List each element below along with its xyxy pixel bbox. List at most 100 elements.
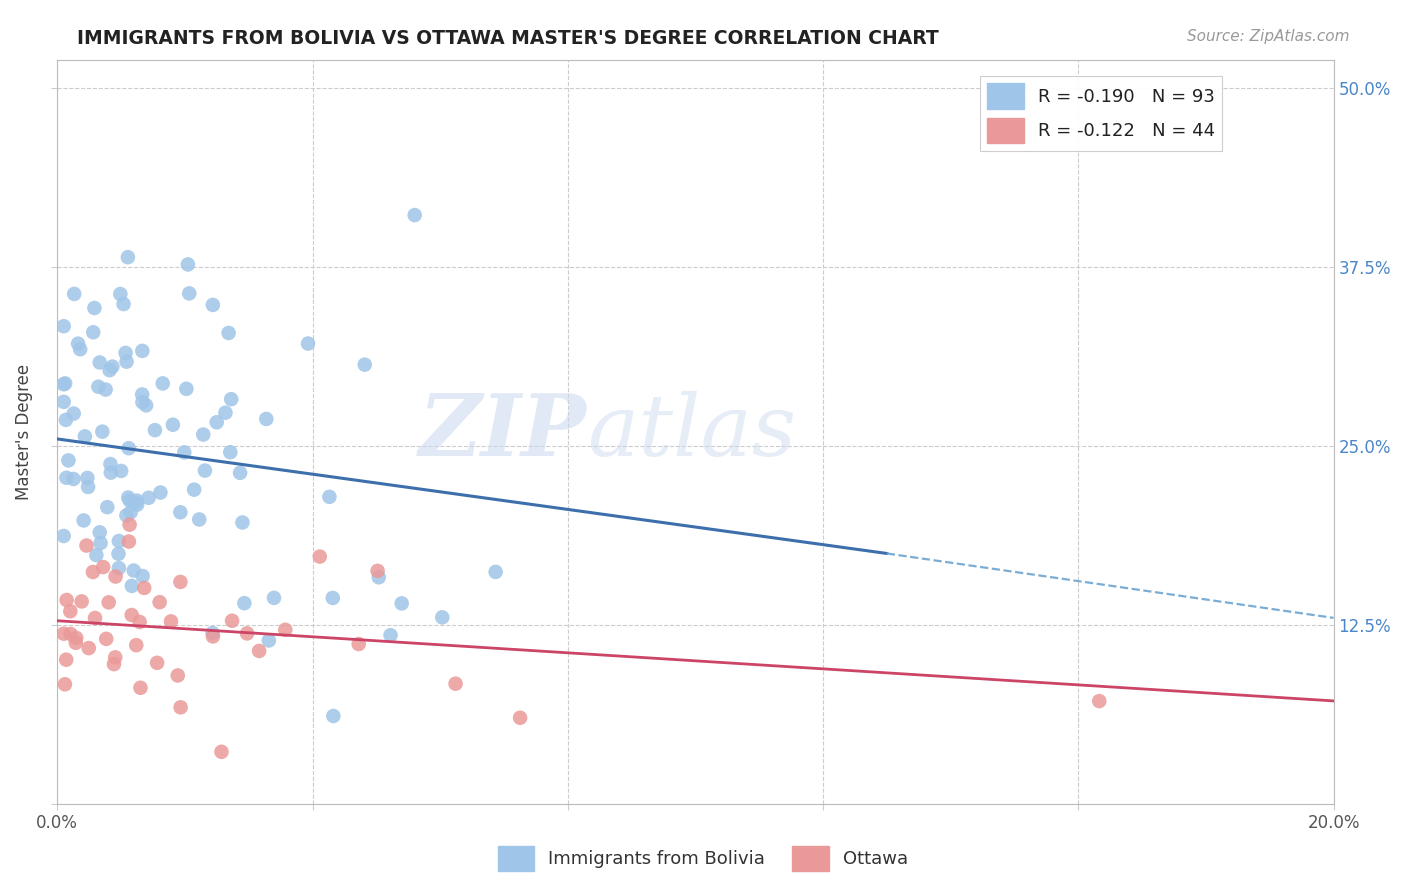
- Point: [201, 626, 224, 640]
- Point: [53, 376, 76, 391]
- Point: [125, 493, 148, 508]
- Point: [62, 407, 84, 421]
- Point: [108, 534, 131, 549]
- Legend: Immigrants from Bolivia, Ottawa: Immigrants from Bolivia, Ottawa: [491, 838, 915, 879]
- Point: [162, 417, 184, 432]
- Point: [65, 631, 87, 645]
- Point: [152, 376, 174, 391]
- Point: [120, 505, 142, 519]
- Point: [112, 297, 135, 311]
- Point: [218, 326, 240, 340]
- Point: [193, 427, 215, 442]
- Point: [134, 581, 156, 595]
- Point: [52, 626, 75, 640]
- Point: [347, 637, 370, 651]
- Point: [146, 656, 169, 670]
- Point: [59, 604, 82, 618]
- Point: [83, 301, 105, 315]
- Point: [149, 595, 172, 609]
- Point: [118, 534, 141, 549]
- Point: [87, 380, 110, 394]
- Point: [89, 525, 111, 540]
- Point: [76, 539, 98, 553]
- Point: [274, 623, 297, 637]
- Point: [118, 517, 141, 532]
- Point: [118, 441, 141, 455]
- Point: [115, 508, 138, 523]
- Point: [231, 516, 253, 530]
- Point: [128, 615, 150, 629]
- Point: [367, 570, 389, 584]
- Point: [55, 413, 77, 427]
- Point: [125, 638, 148, 652]
- Point: [110, 287, 132, 301]
- Point: [219, 445, 242, 459]
- Point: [117, 250, 139, 264]
- Point: [65, 636, 87, 650]
- Point: [90, 536, 112, 550]
- Point: [121, 579, 143, 593]
- Point: [485, 565, 508, 579]
- Point: [188, 512, 211, 526]
- Point: [110, 464, 132, 478]
- Point: [97, 595, 120, 609]
- Point: [76, 471, 98, 485]
- Y-axis label: Master's Degree: Master's Degree: [15, 364, 32, 500]
- Point: [58, 453, 80, 467]
- Point: [77, 641, 100, 656]
- Text: Source: ZipAtlas.com: Source: ZipAtlas.com: [1187, 29, 1350, 44]
- Point: [59, 627, 82, 641]
- Point: [194, 464, 217, 478]
- Point: [166, 668, 188, 682]
- Point: [82, 326, 104, 340]
- Point: [1088, 694, 1111, 708]
- Point: [169, 505, 191, 519]
- Point: [380, 628, 402, 642]
- Point: [432, 610, 454, 624]
- Point: [179, 286, 201, 301]
- Point: [201, 629, 224, 643]
- Point: [52, 529, 75, 543]
- Point: [201, 298, 224, 312]
- Point: [96, 632, 118, 646]
- Point: [221, 614, 243, 628]
- Point: [115, 354, 138, 368]
- Point: [257, 633, 280, 648]
- Point: [53, 677, 76, 691]
- Point: [297, 336, 319, 351]
- Point: [263, 591, 285, 605]
- Point: [229, 466, 252, 480]
- Point: [94, 383, 117, 397]
- Point: [69, 343, 91, 357]
- Point: [118, 493, 141, 508]
- Point: [219, 392, 242, 407]
- Point: [169, 574, 191, 589]
- Point: [55, 471, 77, 485]
- Point: [77, 480, 100, 494]
- Point: [205, 415, 228, 429]
- Point: [183, 483, 205, 497]
- Point: [444, 676, 467, 690]
- Point: [84, 611, 107, 625]
- Point: [91, 425, 114, 439]
- Point: [176, 382, 198, 396]
- Point: [104, 569, 127, 583]
- Point: [169, 700, 191, 714]
- Point: [86, 548, 108, 562]
- Point: [91, 560, 114, 574]
- Point: [96, 500, 118, 515]
- Point: [62, 472, 84, 486]
- Point: [143, 423, 166, 437]
- Point: [214, 406, 236, 420]
- Point: [135, 398, 157, 412]
- Point: [67, 336, 90, 351]
- Point: [160, 615, 183, 629]
- Point: [131, 569, 153, 583]
- Point: [211, 745, 233, 759]
- Point: [173, 445, 195, 459]
- Point: [236, 626, 259, 640]
- Point: [177, 257, 200, 271]
- Point: [233, 596, 256, 610]
- Point: [124, 495, 146, 509]
- Point: [318, 490, 340, 504]
